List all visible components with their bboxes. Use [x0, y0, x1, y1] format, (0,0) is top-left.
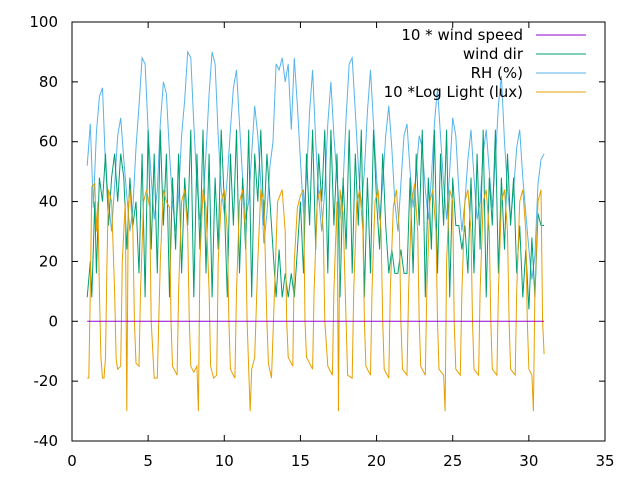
x-tick-label: 0 [67, 452, 77, 470]
y-tick-label: 100 [29, 13, 58, 31]
ticks-layer: 0 5 10 15 20 25 30 35 -40 -20 0 20 40 60 80 100 [29, 13, 614, 470]
x-tick-label: 30 [519, 452, 538, 470]
y-tick-label: 20 [39, 252, 58, 270]
x-tick-label: 25 [443, 452, 462, 470]
y-tick-label: 60 [39, 133, 58, 151]
x-tick-label: 10 [215, 452, 234, 470]
y-tick-label: 40 [39, 193, 58, 211]
y-tick-label: 80 [39, 73, 58, 91]
legend-label: wind dir [463, 45, 524, 63]
x-tick-label: 5 [143, 452, 153, 470]
y-tick-label: -40 [34, 432, 59, 450]
series-line-2 [86, 50, 545, 280]
legend-label: 10 *Log Light (lux) [384, 83, 523, 101]
plot-frame [71, 21, 606, 442]
y-tick-label: -20 [34, 372, 59, 390]
y-tick-label: 0 [48, 312, 58, 330]
x-tick-label: 15 [291, 452, 310, 470]
x-tick-label: 20 [367, 452, 386, 470]
legend-label: 10 * wind speed [401, 26, 523, 44]
x-tick-label: 35 [595, 452, 614, 470]
series-line-1 [86, 129, 545, 310]
legend-label: RH (%) [471, 64, 523, 82]
series-line-3 [87, 182, 545, 412]
series-layer [86, 50, 545, 412]
